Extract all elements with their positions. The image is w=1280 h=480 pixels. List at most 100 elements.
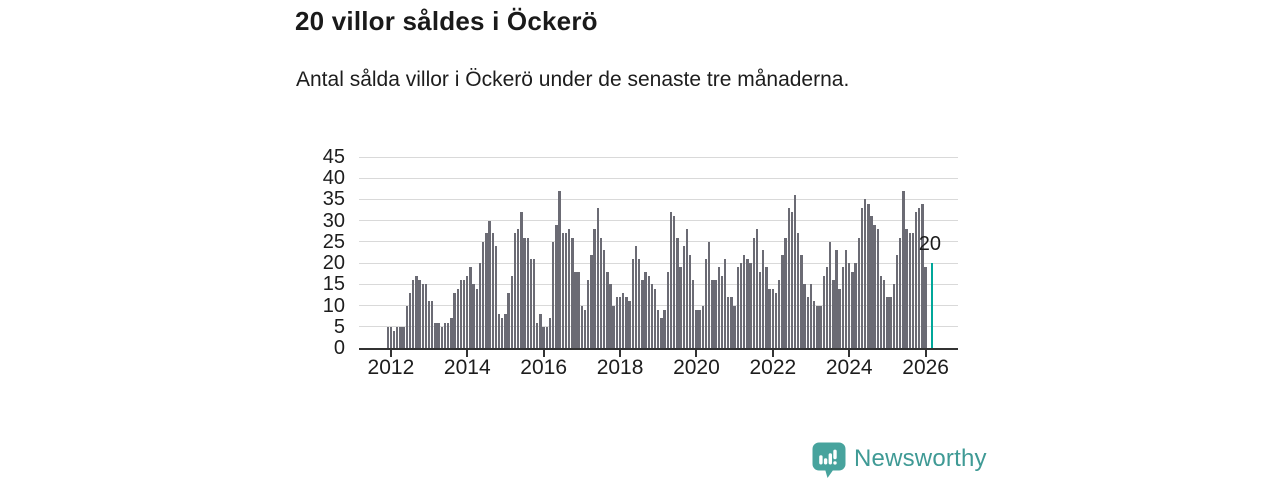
axis-tick [848,350,851,357]
bar [536,322,539,348]
y-axis-label: 25 [322,230,345,253]
bar [768,288,771,348]
bar [564,233,568,348]
bar [714,280,717,348]
bar [469,267,472,348]
bar [392,331,396,348]
bar [542,326,545,348]
bar [698,309,701,348]
bar [828,241,832,348]
y-axis-label: 10 [322,294,345,317]
bar [634,246,638,348]
y-axis-label: 40 [322,167,345,190]
bar [507,292,510,348]
bar [545,326,549,348]
bar [832,280,835,348]
bar [692,280,695,348]
bar [898,237,902,348]
bar [669,212,673,348]
bar [774,292,778,348]
bar [742,254,746,348]
bar [453,292,456,348]
bar [599,237,603,348]
bar [851,271,854,348]
bar [552,241,555,348]
bar [876,229,880,348]
bar [736,267,740,348]
bar [879,275,883,348]
bar [481,241,485,348]
bar [886,297,889,348]
bar [475,288,478,348]
bar [838,288,841,348]
bar [488,220,491,348]
bar [733,305,736,348]
bar [806,297,810,348]
bar [399,326,402,348]
bar [491,233,494,348]
bar [497,314,501,348]
bar [711,280,714,348]
x-axis: 2012 2014 2016 2018 2020 2022 2024 2026 [359,356,958,382]
bar [895,254,899,348]
bar [548,318,552,348]
bar [606,271,609,348]
bar [408,292,412,348]
bar [787,207,790,348]
x-axis-label: 2014 [443,356,491,379]
bar [685,229,689,348]
bar [555,224,558,348]
axis-tick [619,350,622,357]
bar [478,263,482,348]
bar [637,258,641,348]
bar [625,297,628,348]
newsworthy-logo-text: Newsworthy [854,445,987,472]
newsworthy-logo-icon [812,442,846,478]
newsworthy-logo[interactable]: Newsworthy [812,442,987,479]
bar [590,254,593,348]
axis-tick [771,350,774,357]
bar [405,305,408,348]
gridline [359,283,958,285]
bar [835,250,838,348]
bar [510,275,514,348]
bar [793,195,797,348]
bar [679,267,682,348]
bar [892,284,895,348]
bar [539,314,542,348]
bar [781,254,784,348]
gridline [359,198,958,200]
bar [701,305,704,348]
bar [644,271,647,348]
bar [803,284,806,348]
axis-tick [695,350,698,357]
axis-tick [924,350,927,357]
bar [472,284,475,348]
bar [647,275,650,348]
bar [905,229,908,348]
bar [723,258,727,348]
bar [612,305,615,348]
bar [854,263,857,348]
bar [867,203,870,348]
bar [704,258,708,348]
bar [431,301,434,348]
bar [720,275,724,348]
bar [517,229,520,348]
bar [504,314,507,348]
bar [819,305,822,348]
bar [427,301,431,348]
bar [650,284,654,348]
bar [784,237,787,348]
gridline [359,305,958,307]
bar [558,190,561,348]
bar [883,280,886,348]
gridline [359,156,958,158]
bar [434,322,437,348]
bar [666,271,669,348]
bar [520,212,523,348]
bar [752,237,755,348]
chart-title: 20 villor såldes i Öckerö [295,6,598,36]
bar [908,233,911,348]
bar [870,216,873,348]
